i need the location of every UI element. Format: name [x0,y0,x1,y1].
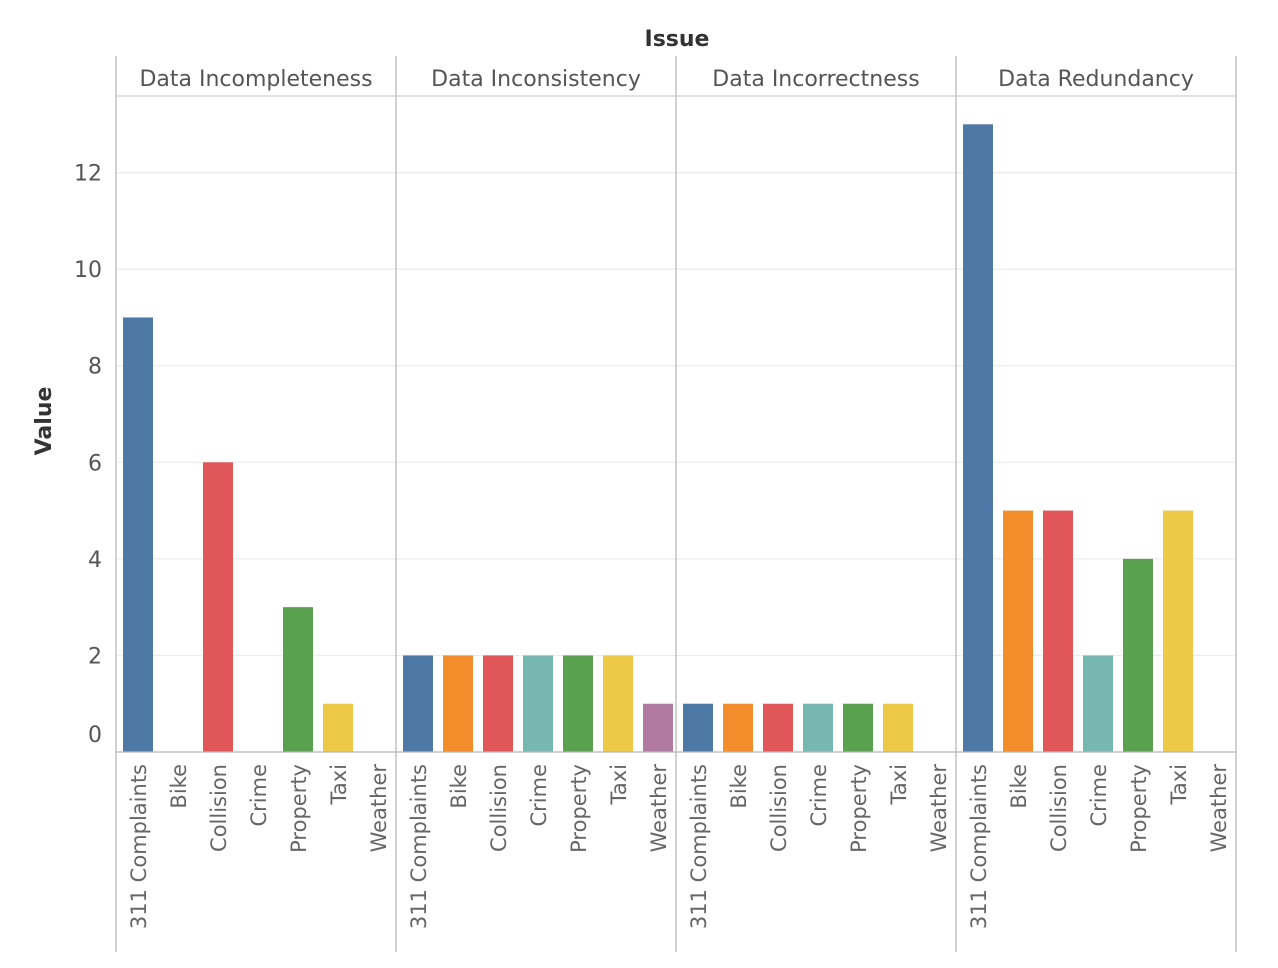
x-tick-label-311-complaints: 311 Complaints [967,764,991,929]
x-tick-label-taxi: Taxi [327,764,351,805]
panel-header-data-redundancy: Data Redundancy [998,67,1194,92]
x-tick-label-crime: Crime [247,764,271,827]
bar-data-inconsistency-weather [643,703,673,752]
bar-data-inconsistency-crime [523,655,553,752]
y-tick-label: 6 [88,451,102,476]
x-tick-label-bike: Bike [727,764,751,809]
y-tick-label: 10 [74,258,102,283]
bar-data-inconsistency-bike [443,655,473,752]
y-tick-label: 12 [74,162,102,187]
bar-data-incompleteness-311-complaints [123,317,153,752]
bar-data-inconsistency-taxi [603,655,633,752]
x-tick-label-taxi: Taxi [607,764,631,805]
x-tick-label-weather: Weather [367,764,391,853]
bar-data-redundancy-collision [1043,510,1073,752]
y-axis-ticks: 0 2 4 6 8 10 12 [74,162,102,748]
panel-frames [115,56,1237,952]
y-tick-label: 0 [88,723,102,748]
bar-data-inconsistency-311-complaints [403,655,433,752]
x-tick-label-crime: Crime [527,764,551,827]
bar-data-incorrectness-bike [723,703,753,752]
bar-data-incorrectness-collision [763,703,793,752]
x-tick-label-property: Property [567,764,591,853]
chart-title: Issue [645,27,710,52]
x-tick-label-bike: Bike [447,764,471,809]
x-tick-label-collision: Collision [207,764,231,852]
x-tick-label-taxi: Taxi [887,764,911,805]
x-tick-label-crime: Crime [1087,764,1111,827]
x-tick-label-bike: Bike [167,764,191,809]
y-tick-label: 8 [88,355,102,380]
bar-data-redundancy-property [1123,558,1153,752]
x-tick-label-property: Property [1127,764,1151,853]
x-tick-label-311-complaints: 311 Complaints [687,764,711,929]
x-tick-label-taxi: Taxi [1167,764,1191,805]
x-tick-label-property: Property [847,764,871,853]
x-tick-label-property: Property [287,764,311,853]
x-tick-label-weather: Weather [1207,764,1231,853]
bar-data-redundancy-bike [1003,510,1033,752]
x-tick-label-bike: Bike [1007,764,1031,809]
bar-data-incorrectness-property [843,703,873,752]
panel-header-data-incompleteness: Data Incompleteness [139,67,372,92]
bar-data-redundancy-crime [1083,655,1113,752]
x-tick-label-collision: Collision [767,764,791,852]
bar-data-incorrectness-crime [803,703,833,752]
bar-data-redundancy-taxi [1163,510,1193,752]
x-tick-label-311-complaints: 311 Complaints [407,764,431,929]
x-tick-label-crime: Crime [807,764,831,827]
bar-data-incompleteness-taxi [323,703,353,752]
y-tick-label: 2 [88,644,102,669]
x-tick-label-311-complaints: 311 Complaints [127,764,151,929]
bar-data-redundancy-311-complaints [963,124,993,753]
bar-data-inconsistency-collision [483,655,513,752]
x-tick-label-collision: Collision [487,764,511,852]
x-tick-label-weather: Weather [647,764,671,853]
panel-headers: Data Incompleteness Data Inconsistency Dat… [139,67,1193,92]
y-axis-label: Value [32,387,57,456]
x-axis-ticks: 311 Complaints Bike Collision Crime Property… [127,764,1231,929]
bars [123,124,1193,753]
panel-header-data-inconsistency: Data Inconsistency [431,67,641,92]
x-tick-label-weather: Weather [927,764,951,853]
bar-data-incompleteness-property [283,607,313,752]
bar-data-incorrectness-311-complaints [683,703,713,752]
bar-data-incorrectness-taxi [883,703,913,752]
bar-data-incompleteness-collision [203,462,233,752]
x-tick-label-collision: Collision [1047,764,1071,852]
panel-header-data-incorrectness: Data Incorrectness [712,67,919,92]
y-tick-label: 4 [88,548,102,573]
bar-data-inconsistency-property [563,655,593,752]
